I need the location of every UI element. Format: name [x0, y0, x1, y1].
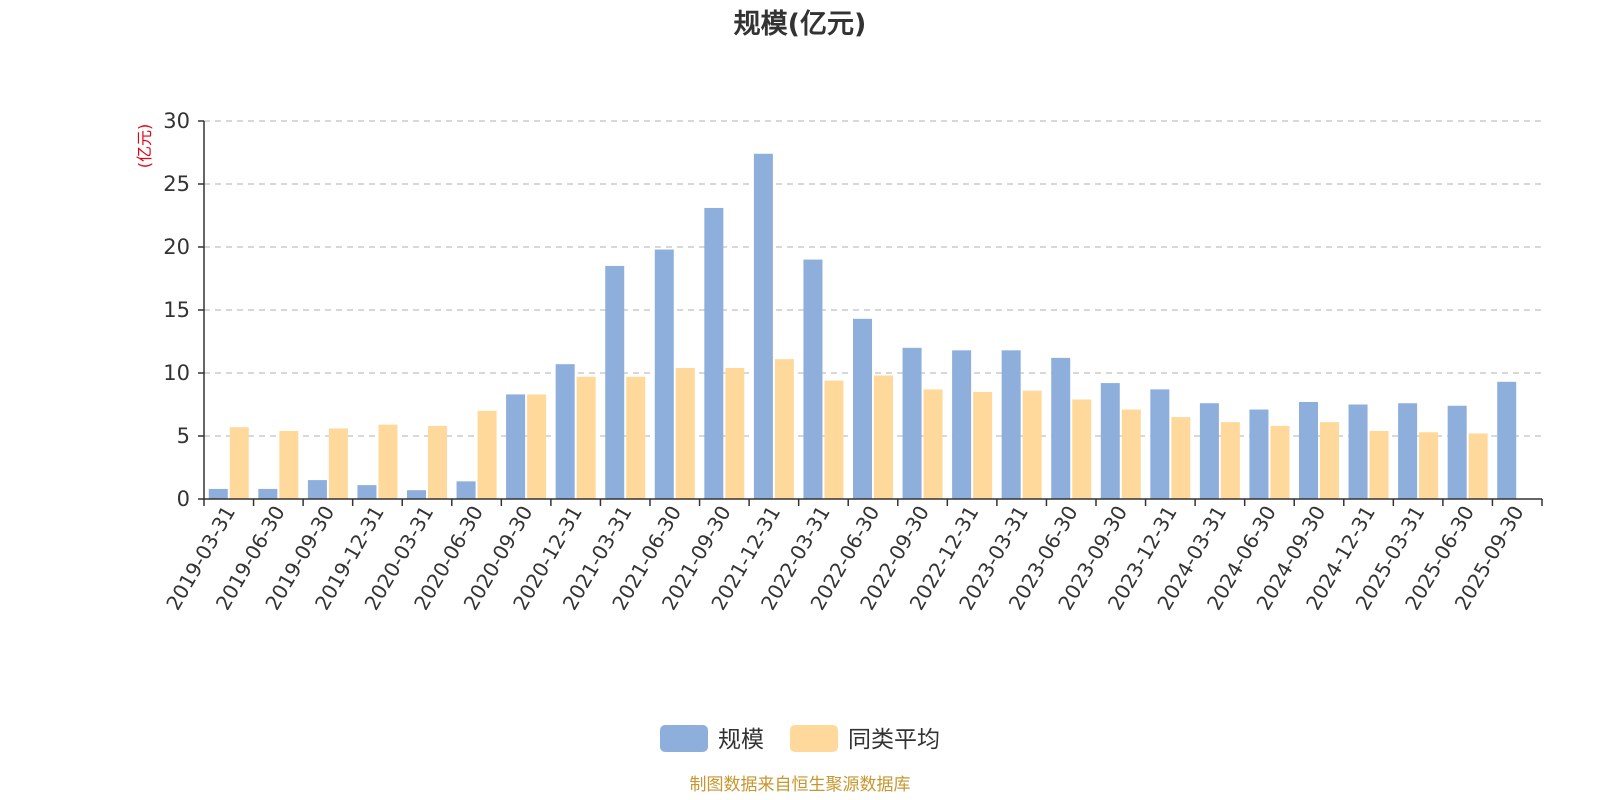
- bar-scale: [307, 480, 327, 499]
- bar-scale: [1299, 401, 1318, 499]
- bar-scale: [357, 485, 377, 499]
- y-tick-label: 15: [163, 298, 190, 322]
- bar-scale: [1199, 403, 1219, 499]
- bar-peer-average: [874, 375, 893, 499]
- bar-peer-average: [229, 427, 249, 499]
- bar-peer-average: [626, 376, 646, 499]
- bar-peer-average: [1220, 422, 1240, 499]
- chart-title: 规模(亿元): [734, 9, 867, 40]
- bar-scale: [1398, 403, 1418, 499]
- bar-scale: [902, 347, 922, 499]
- bar-scale: [456, 481, 476, 499]
- bar-scale: [952, 350, 972, 499]
- bar-scale: [407, 490, 426, 499]
- axes: 0510152025302019-03-312019-06-302019-09-…: [161, 109, 1543, 614]
- y-tick-label: 5: [177, 424, 190, 448]
- data-source-note: 制图数据来自恒生聚源数据库: [690, 775, 911, 795]
- bar-scale: [258, 488, 278, 499]
- bar-peer-average: [1419, 432, 1439, 499]
- bar-peer-average: [1022, 390, 1042, 499]
- legend-label-scale: 规模: [718, 727, 764, 753]
- bar-peer-average: [328, 428, 348, 499]
- y-axis-unit-label: (亿元): [135, 124, 154, 169]
- bar-scale: [803, 259, 823, 499]
- bar-peer-average: [1468, 433, 1488, 499]
- bar-scale: [208, 488, 228, 499]
- bar-peer-average: [675, 367, 695, 499]
- bar-scale: [704, 207, 724, 499]
- bar-peer-average: [774, 359, 794, 499]
- bar-peer-average: [973, 391, 993, 499]
- y-tick-label: 30: [163, 109, 190, 133]
- bar-peer-average: [824, 380, 844, 499]
- bar-scale: [1051, 357, 1071, 499]
- bar-peer-average: [378, 424, 398, 499]
- legend-label-peer-average: 同类平均: [848, 727, 940, 753]
- bar-scale: [853, 318, 872, 499]
- bar-scale: [1447, 405, 1467, 499]
- gridlines: [204, 120, 1542, 437]
- bar-peer-average: [1320, 422, 1339, 499]
- bar-peer-average: [1369, 430, 1389, 499]
- bar-scale: [506, 394, 526, 499]
- bars: [208, 153, 1517, 499]
- bar-peer-average: [1171, 417, 1191, 499]
- bar-scale: [605, 265, 625, 499]
- bar-peer-average: [1270, 425, 1290, 499]
- bar-scale: [555, 364, 575, 499]
- bar-scale: [753, 153, 773, 499]
- bar-scale: [654, 249, 674, 499]
- bar-peer-average: [923, 389, 943, 499]
- legend-swatch-peer-average: [790, 725, 838, 752]
- y-tick-label: 25: [163, 172, 190, 196]
- bar-peer-average: [725, 367, 745, 499]
- bar-peer-average: [527, 394, 547, 499]
- bar-scale: [1348, 404, 1368, 499]
- bar-peer-average: [576, 376, 596, 499]
- bar-scale: [1150, 389, 1170, 499]
- bar-peer-average: [279, 430, 299, 499]
- bar-peer-average: [1121, 409, 1141, 499]
- y-tick-label: 10: [163, 361, 190, 385]
- bar-peer-average: [1072, 399, 1092, 499]
- legend: 规模 同类平均: [660, 725, 940, 753]
- y-tick-label: 0: [177, 487, 190, 511]
- bar-scale: [1497, 381, 1517, 499]
- bar-peer-average: [477, 410, 497, 499]
- bar-scale: [1249, 409, 1269, 499]
- bar-scale: [1001, 350, 1021, 499]
- legend-swatch-scale: [660, 725, 708, 752]
- y-tick-label: 20: [163, 235, 190, 259]
- bar-scale: [1100, 383, 1120, 499]
- bar-peer-average: [428, 425, 447, 499]
